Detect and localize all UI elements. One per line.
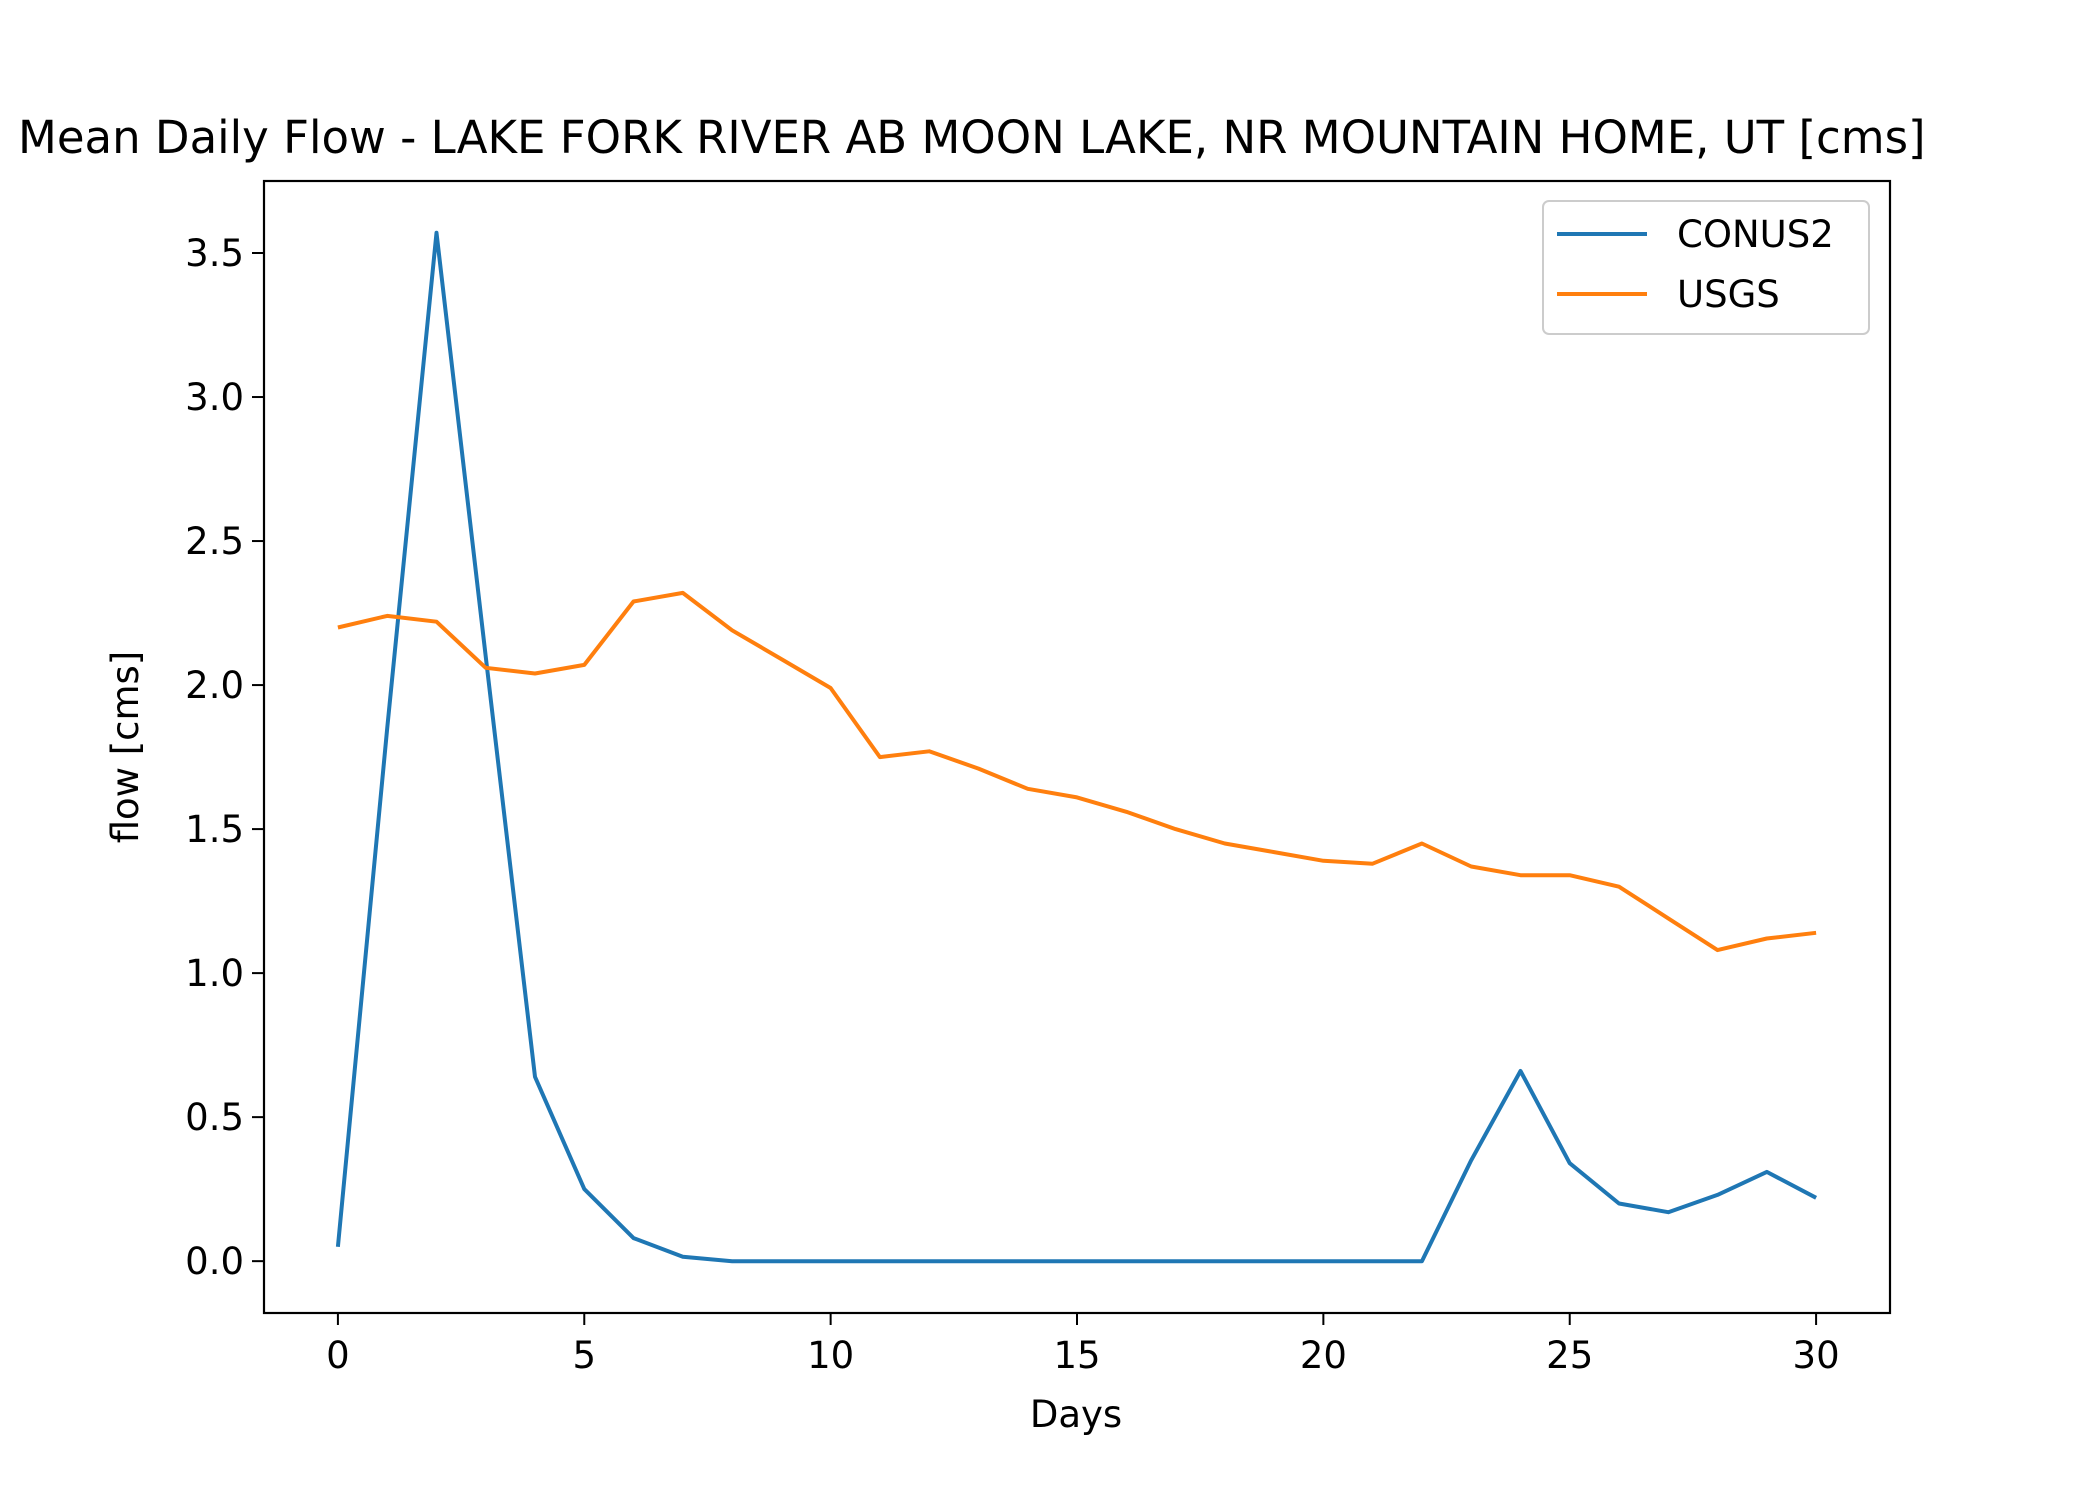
y-tick-label: 1.0 <box>185 952 244 995</box>
x-tick-label: 30 <box>1793 1334 1840 1377</box>
series-line-usgs <box>337 590 1817 953</box>
x-axis-label: Days <box>1030 1393 1122 1436</box>
y-tick-label: 1.5 <box>185 808 244 851</box>
axes-frame <box>262 179 1892 1315</box>
y-tick-label: 2.0 <box>185 664 244 707</box>
y-tick-label: 3.0 <box>185 376 244 419</box>
x-tick-label: 20 <box>1300 1334 1347 1377</box>
legend-label-conus2: CONUS2 <box>1677 213 1834 256</box>
y-tick-label: 3.5 <box>185 232 244 275</box>
y-tick-label: 2.5 <box>185 520 244 563</box>
series-line-conus2 <box>335 230 1818 1264</box>
x-tick-label: 15 <box>1053 1334 1100 1377</box>
y-tick-label: 0.0 <box>185 1240 244 1283</box>
legend-label-usgs: USGS <box>1677 273 1780 316</box>
y-axis-ticks: 0.0 0.5 1.0 1.5 2.0 2.5 3.0 3.5 <box>185 232 264 1283</box>
plot-area <box>335 230 1818 1264</box>
y-axis-label: flow [cms] <box>104 651 147 844</box>
legend: CONUS2 USGS <box>1542 200 1870 335</box>
y-tick-label: 0.5 <box>185 1096 244 1139</box>
x-axis-ticks: 0 5 10 15 20 25 30 <box>326 1313 1840 1377</box>
x-tick-label: 0 <box>326 1334 350 1377</box>
x-tick-label: 5 <box>572 1334 596 1377</box>
chart-title: Mean Daily Flow - LAKE FORK RIVER AB MOO… <box>18 111 1926 164</box>
x-tick-label: 10 <box>807 1334 854 1377</box>
x-tick-label: 25 <box>1546 1334 1593 1377</box>
